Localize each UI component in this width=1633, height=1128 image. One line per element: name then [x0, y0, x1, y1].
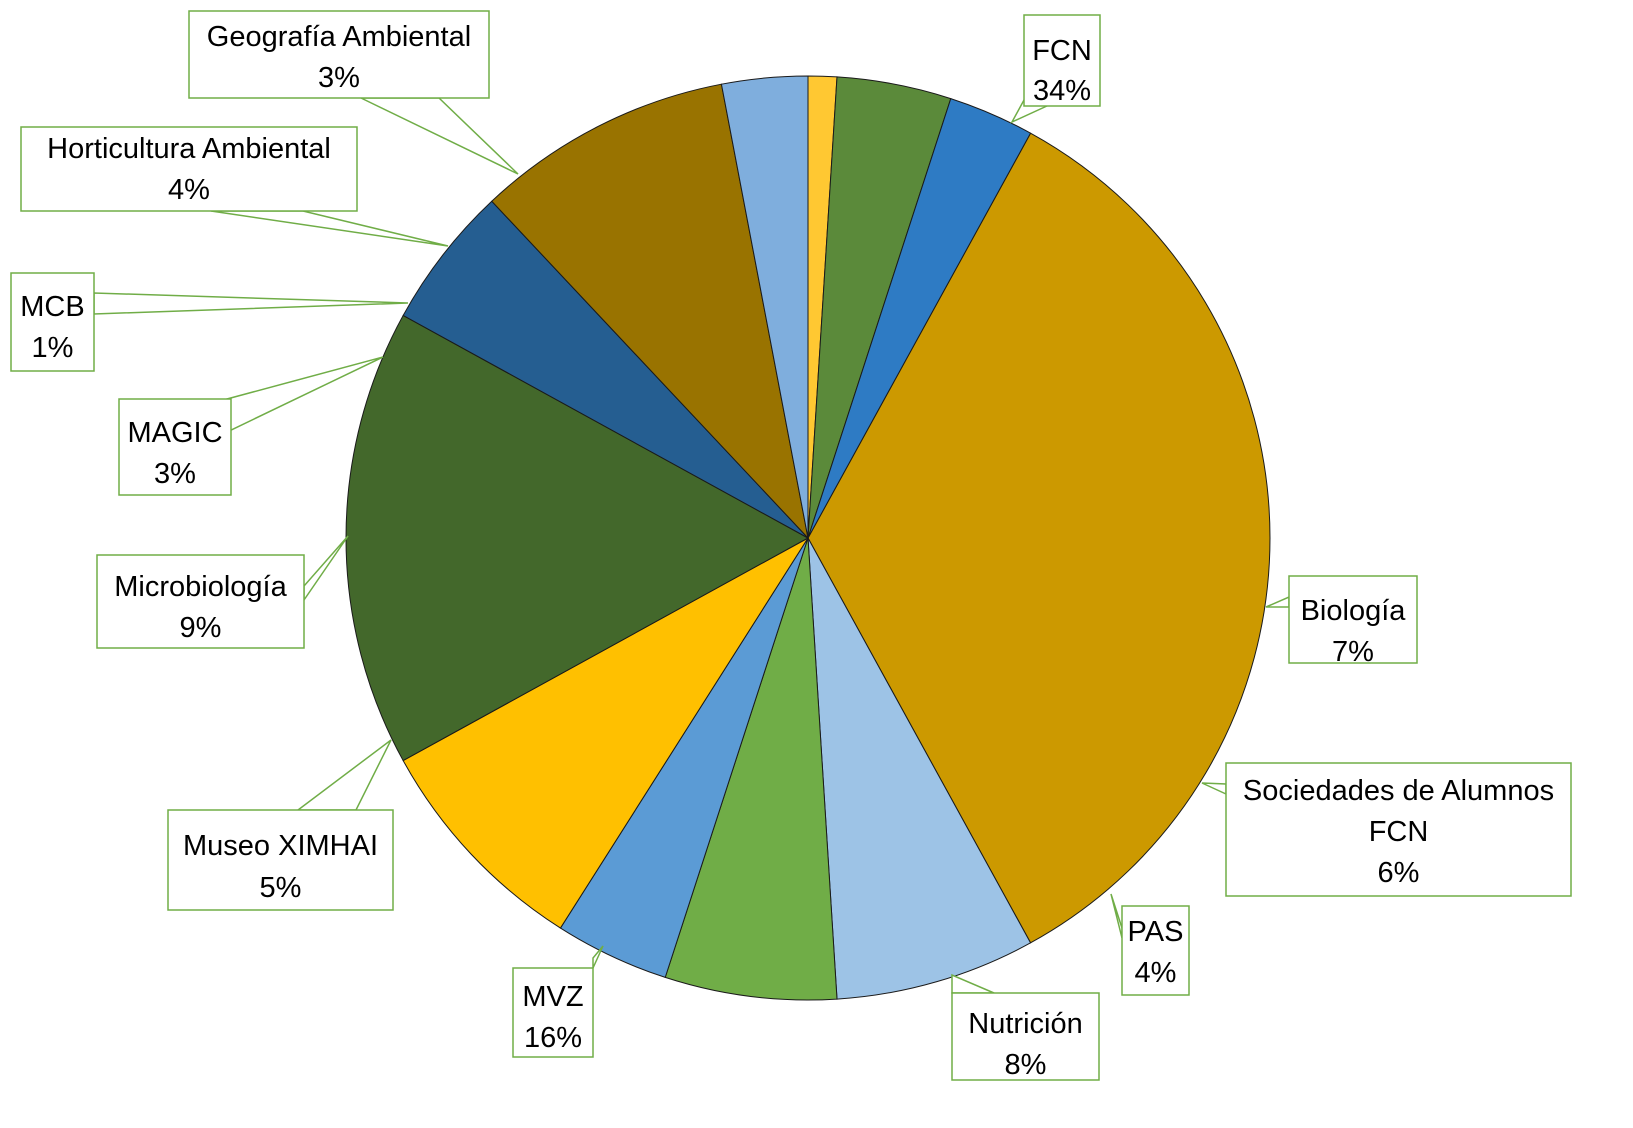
label-name: MAGIC [127, 417, 222, 449]
label-name: FCN [1369, 816, 1429, 848]
data-label-pas: PAS 4% [1110, 893, 1190, 996]
leader-line [295, 739, 392, 811]
leader-line [951, 973, 995, 994]
pie-slice-geograf-a-ambiental [807, 97, 1032, 539]
data-label-magic: MAGIC 3% [118, 356, 384, 496]
data-label-geograf-a-ambiental: Geografía Ambiental 3% [188, 10, 519, 175]
label-percent: 9% [180, 612, 222, 644]
pie-slice-sociedades-de-alumnos-fcn [664, 537, 838, 1001]
leader-line [93, 292, 409, 315]
data-label-mcb: MCB 1% [10, 272, 409, 372]
data-label-mvz: MVZ 16% [512, 945, 604, 1058]
label-box [96, 554, 305, 649]
label-box [188, 10, 490, 99]
label-box [951, 992, 1100, 1081]
label-percent: 5% [260, 872, 302, 904]
leader-line [1110, 893, 1123, 939]
label-name: PAS [1128, 916, 1184, 948]
label-box [1225, 762, 1572, 897]
label-box [1288, 575, 1418, 664]
label-box [1023, 14, 1101, 107]
leader-line [303, 535, 349, 603]
label-name: Nutrición [968, 1008, 1082, 1040]
label-name: Sociedades de Alumnos [1243, 775, 1554, 807]
label-percent: 3% [318, 62, 360, 94]
label-box [118, 398, 232, 496]
label-box [512, 967, 594, 1058]
leader-line [210, 210, 449, 247]
label-name: FCN [1032, 35, 1092, 67]
label-percent: 8% [1005, 1049, 1047, 1081]
pie-slice-nutrici-n [402, 537, 809, 929]
data-label-sociedades-de-alumnos-fcn: Sociedades de Alumnos FCN 6% [1201, 762, 1572, 897]
label-percent: 3% [154, 458, 196, 490]
label-name: Geografía Ambiental [207, 21, 471, 53]
data-label-nutrici-n: Nutrición 8% [951, 973, 1100, 1081]
label-percent: 16% [524, 1022, 582, 1054]
pie-labels: FCN 34% Biología 7% Sociedades de Alumnos FCN… [10, 10, 1572, 1081]
label-percent: 4% [1135, 957, 1177, 989]
label-name: Museo XIMHAI [183, 830, 378, 862]
label-percent: 1% [32, 332, 74, 364]
label-box [1121, 905, 1190, 996]
label-name: MCB [20, 291, 84, 323]
leader-line [1265, 595, 1290, 608]
leader-line [360, 97, 519, 175]
label-box [10, 272, 95, 372]
data-label-microbiolog-a: Microbiología 9% [96, 535, 349, 649]
pie-slice-fcn [807, 132, 1271, 944]
data-label-fcn: FCN 34% [1010, 14, 1101, 124]
label-name: MVZ [522, 981, 583, 1013]
pie-slice-museo-ximhai [402, 200, 809, 539]
label-name: Horticultura Ambiental [47, 133, 331, 165]
label-percent: 4% [168, 174, 210, 206]
label-box [167, 809, 394, 911]
label-box [20, 126, 358, 212]
leader-line [592, 945, 604, 969]
pie-slice-microbiolog-a [491, 83, 809, 540]
leader-line [226, 356, 384, 434]
label-name: Biología [1301, 595, 1407, 627]
data-label-biolog-a: Biología 7% [1265, 575, 1418, 668]
label-percent: 6% [1378, 857, 1420, 889]
pie-slices [345, 75, 1271, 1001]
label-percent: 7% [1332, 636, 1374, 668]
pie-slice-biolog-a [807, 537, 1032, 1000]
label-name: Microbiología [114, 571, 287, 603]
data-label-horticultura-ambiental: Horticultura Ambiental 4% [20, 126, 449, 247]
data-label-museo-ximhai: Museo XIMHAI 5% [167, 739, 394, 911]
leader-line [1201, 782, 1227, 796]
label-percent: 34% [1033, 75, 1091, 107]
